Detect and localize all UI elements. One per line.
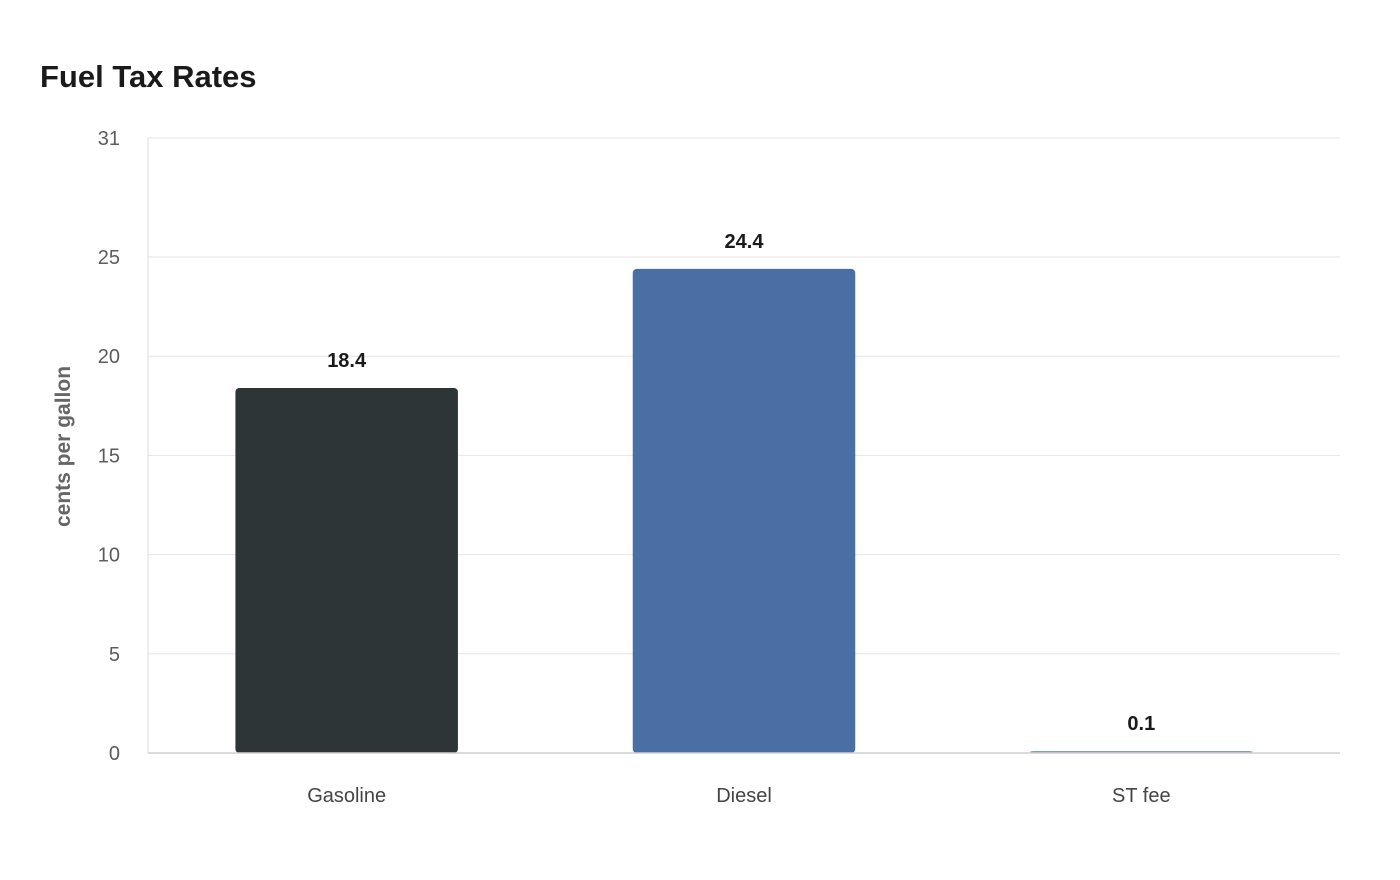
y-tick-label: 10 xyxy=(98,545,120,567)
bar-diesel[interactable] xyxy=(632,268,856,753)
data-label: 0.1 xyxy=(1127,713,1155,735)
y-tick-label: 15 xyxy=(98,445,120,467)
x-category-label: ST fee xyxy=(1112,785,1171,807)
axes xyxy=(147,138,1340,754)
data-labels: 18.4 24.4 0.1 xyxy=(327,231,1155,735)
y-tick-label: 31 xyxy=(98,128,120,150)
x-category-label: Gasoline xyxy=(307,785,386,807)
bar-gasoline[interactable] xyxy=(235,387,458,753)
y-tick-labels: 0 5 10 15 20 25 31 xyxy=(98,128,120,765)
y-tick-label: 0 xyxy=(109,743,120,765)
y-tick-label: 5 xyxy=(109,644,120,666)
bars xyxy=(235,268,1253,753)
y-axis-title: cents per gallon xyxy=(52,366,75,527)
y-tick-label: 25 xyxy=(98,247,120,269)
y-tick-label: 20 xyxy=(98,346,120,368)
chart-title: Fuel Tax Rates xyxy=(40,59,257,94)
x-category-label: Diesel xyxy=(716,785,772,807)
data-label: 24.4 xyxy=(725,231,765,253)
x-category-labels: Gasoline Diesel ST fee xyxy=(307,785,1170,807)
data-label: 18.4 xyxy=(327,350,367,372)
